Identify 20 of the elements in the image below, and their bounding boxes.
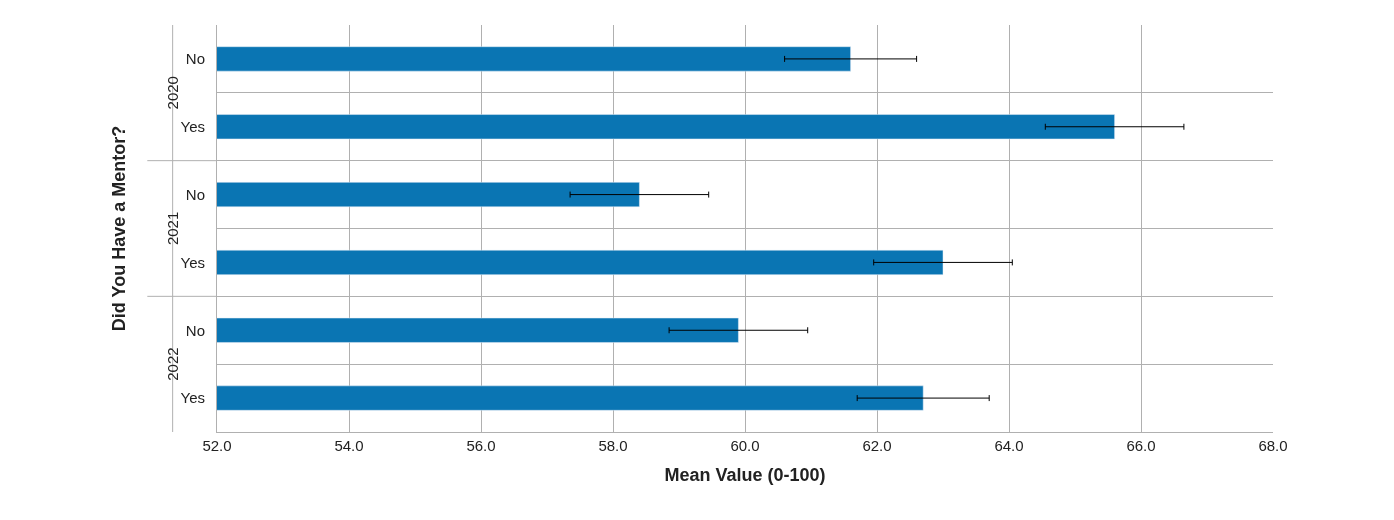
y-tick-label: No — [185, 185, 205, 203]
text: 2022 — [164, 347, 182, 381]
x-tick-label: 52.0 — [202, 437, 232, 454]
x-tick-label: 56.0 — [466, 437, 496, 454]
x-tick-label: 54.0 — [334, 437, 364, 454]
y-tick-label: No — [185, 50, 205, 68]
y-axis-title: Did You Have a Mentor? — [108, 125, 129, 332]
x-tick-label: 62.0 — [862, 437, 892, 454]
x-tick-label: 58.0 — [598, 437, 628, 454]
x-tick-label: 66.0 — [1126, 437, 1156, 454]
x-tick-label: 64.0 — [994, 437, 1024, 454]
text: 2020 — [163, 76, 181, 110]
x-axis-title: Mean Value (0-100) — [664, 465, 826, 486]
text: 2021 — [164, 211, 182, 246]
y-tick-label: Yes — [180, 389, 205, 407]
x-tick-label: 60.0 — [730, 437, 760, 454]
y-tick-label: Yes — [180, 118, 205, 135]
y-tick-label: No — [185, 321, 205, 339]
y-tick-label: Yes — [180, 253, 205, 271]
x-tick-label: 68.0 — [1258, 437, 1288, 454]
